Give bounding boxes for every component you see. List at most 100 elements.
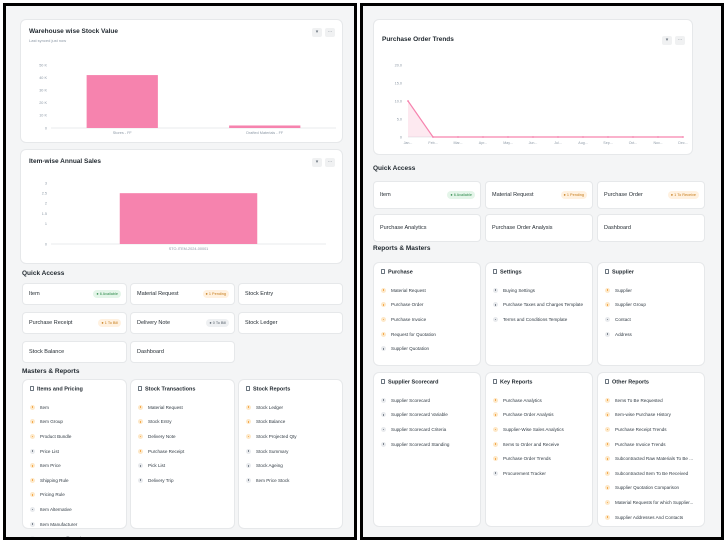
card-items-and-pricing: Items and Pricing Item Item Group Product B… xyxy=(22,379,127,537)
link-material-requests-for-which-supplier[interactable]: Material Requests for which Supplier... xyxy=(605,495,700,510)
card-stock-transactions: Stock Transactions Material Request Stock … xyxy=(130,379,235,529)
status-dot-icon xyxy=(493,412,498,418)
data-point[interactable] xyxy=(407,100,409,102)
shortcut-stock-ledger[interactable]: Stock Ledger xyxy=(238,312,343,334)
link-purchase-analytics[interactable]: Purchase Analytics xyxy=(493,393,588,408)
link-request-for-quotation[interactable]: Request for Quotation xyxy=(381,327,476,342)
link-product-bundle[interactable]: Product Bundle xyxy=(30,429,122,444)
shortcut-purchase-order-analysis[interactable]: Purchase Order Analysis xyxy=(485,214,593,242)
link-items-to-be-requested[interactable]: Items To Be Requested xyxy=(605,393,700,408)
link-purchase-receipt[interactable]: Purchase Receipt xyxy=(138,444,230,459)
filter-icon[interactable]: ▾ xyxy=(312,158,322,167)
link-material-request[interactable]: Material Request xyxy=(138,400,230,415)
card-title: Supplier xyxy=(605,269,634,276)
link-address[interactable]: Address xyxy=(605,327,700,342)
data-point[interactable] xyxy=(682,136,684,138)
more-icon[interactable]: ⋯ xyxy=(675,36,685,45)
link-item[interactable]: Item xyxy=(30,400,122,415)
link-stock-ledger[interactable]: Stock Ledger xyxy=(246,400,338,415)
link-stock-balance[interactable]: Stock Balance xyxy=(246,415,338,430)
status-dot-icon xyxy=(605,316,610,322)
link-purchase-order-trends[interactable]: Purchase Order Trends xyxy=(493,451,588,466)
data-point[interactable] xyxy=(582,136,584,138)
link-material-request[interactable]: Material Request xyxy=(381,283,476,298)
status-dot-icon xyxy=(605,302,610,308)
shortcut-delivery-note[interactable]: Delivery Note ● 0 To Bill xyxy=(130,312,235,334)
chart-title: Warehouse wise Stock Value xyxy=(29,28,118,35)
shortcut-purchase-receipt[interactable]: Purchase Receipt ● 1 To Bill xyxy=(22,312,127,334)
shortcut-material-request[interactable]: Material Request ● 1 Pending xyxy=(130,283,235,305)
link-supplier[interactable]: Supplier xyxy=(605,283,700,298)
link-supplier-scorecard[interactable]: Supplier Scorecard xyxy=(381,393,476,408)
series-line[interactable] xyxy=(407,100,683,138)
link-pricing-rule[interactable]: Pricing Rule xyxy=(30,488,122,503)
link-buying-settings[interactable]: Buying Settings xyxy=(493,283,588,298)
link-delivery-trip[interactable]: Delivery Trip xyxy=(138,473,230,488)
link-delivery-note[interactable]: Delivery Note xyxy=(138,429,230,444)
link-terms-and-conditions-template[interactable]: Terms and Conditions Template xyxy=(493,312,588,327)
link-procurement-tracker[interactable]: Procurement Tracker xyxy=(493,466,588,481)
link-purchase-taxes-and-charges-template[interactable]: Purchase Taxes and Charges Template xyxy=(493,298,588,313)
link-purchase-invoice-trends[interactable]: Purchase Invoice Trends xyxy=(605,437,700,452)
more-icon[interactable]: ⋯ xyxy=(325,158,335,167)
link-supplier-scorecard-variable[interactable]: Supplier Scorecard Variable xyxy=(381,408,476,423)
link-supplier-group[interactable]: Supplier Group xyxy=(605,298,700,313)
link-price-list[interactable]: Price List xyxy=(30,444,122,459)
link-item-alternative[interactable]: Item Alternative xyxy=(30,502,122,517)
link-purchase-order-analysis[interactable]: Purchase Order Analysis xyxy=(493,408,588,423)
quick-access-heading: Quick Access xyxy=(373,165,416,172)
link-supplier-scorecard-standing[interactable]: Supplier Scorecard Standing xyxy=(381,437,476,452)
data-point[interactable] xyxy=(632,136,634,138)
link-subcontracted-item-to-be-received[interactable]: Subcontracted Item To Be Received xyxy=(605,466,700,481)
bar[interactable] xyxy=(119,193,258,244)
data-point[interactable] xyxy=(557,136,559,138)
link-customs-tariff-number[interactable]: Customs Tariff Number xyxy=(30,531,122,537)
bar[interactable] xyxy=(229,125,301,128)
status-dot-icon xyxy=(605,514,610,520)
more-icon[interactable]: ⋯ xyxy=(325,28,335,37)
link-stock-projected-qty[interactable]: Stock Projected Qty xyxy=(246,429,338,444)
shortcut-item[interactable]: Item ● 6 Available xyxy=(373,181,481,209)
filter-icon[interactable]: ▾ xyxy=(312,28,322,37)
link-supplier-wise-sales-analytics[interactable]: Supplier-Wise Sales Analytics xyxy=(493,422,588,437)
y-tick-label: 15.0 xyxy=(395,81,402,85)
bar[interactable] xyxy=(86,75,158,128)
link-item-wise-purchase-history[interactable]: Item-wise Purchase History xyxy=(605,408,700,423)
link-supplier-scorecard-criteria[interactable]: Supplier Scorecard Criteria xyxy=(381,422,476,437)
link-items-to-order-and-receive[interactable]: Items to Order and Receive xyxy=(493,437,588,452)
data-point[interactable] xyxy=(657,136,659,138)
link-supplier-quotation[interactable]: Supplier Quotation xyxy=(381,341,476,356)
link-item-group[interactable]: Item Group xyxy=(30,415,122,430)
link-purchase-invoice[interactable]: Purchase Invoice xyxy=(381,312,476,327)
link-supplier-addresses-and-contacts[interactable]: Supplier Addresses And Contacts xyxy=(605,510,700,525)
link-purchase-receipt-trends[interactable]: Purchase Receipt Trends xyxy=(605,422,700,437)
link-stock-summary[interactable]: Stock Summary xyxy=(246,444,338,459)
link-supplier-quotation-comparison[interactable]: Supplier Quotation Comparison xyxy=(605,481,700,496)
shortcut-stock-entry[interactable]: Stock Entry xyxy=(238,283,343,305)
link-pick-list[interactable]: Pick List xyxy=(138,458,230,473)
data-point[interactable] xyxy=(482,136,484,138)
link-stock-ageing[interactable]: Stock Ageing xyxy=(246,458,338,473)
shortcut-material-request[interactable]: Material Request ● 1 Pending xyxy=(485,181,593,209)
link-item-manufacturer[interactable]: Item Manufacturer xyxy=(30,517,122,532)
shortcut-purchase-analytics[interactable]: Purchase Analytics xyxy=(373,214,481,242)
filter-icon[interactable]: ▾ xyxy=(662,36,672,45)
shortcut-dashboard[interactable]: Dashboard xyxy=(597,214,705,242)
link-subcontracted-raw-materials-to-be[interactable]: Subcontracted Raw Materials To Be ... xyxy=(605,451,700,466)
link-stock-entry[interactable]: Stock Entry xyxy=(138,415,230,430)
data-point[interactable] xyxy=(432,136,434,138)
shortcut-purchase-order[interactable]: Purchase Order ● 1 To Receive xyxy=(597,181,705,209)
data-point[interactable] xyxy=(507,136,509,138)
data-point[interactable] xyxy=(607,136,609,138)
shortcut-dashboard[interactable]: Dashboard xyxy=(130,341,235,363)
data-point[interactable] xyxy=(457,136,459,138)
link-shipping-rule[interactable]: Shipping Rule xyxy=(30,473,122,488)
data-point[interactable] xyxy=(532,136,534,138)
link-purchase-order[interactable]: Purchase Order xyxy=(381,298,476,313)
status-dot-icon xyxy=(605,397,610,403)
shortcut-item[interactable]: Item ● 6 Available xyxy=(22,283,127,305)
link-contact[interactable]: Contact xyxy=(605,312,700,327)
link-item-price[interactable]: Item Price xyxy=(30,458,122,473)
link-item-price-stock[interactable]: Item Price Stock xyxy=(246,473,338,488)
shortcut-stock-balance[interactable]: Stock Balance xyxy=(22,341,127,363)
